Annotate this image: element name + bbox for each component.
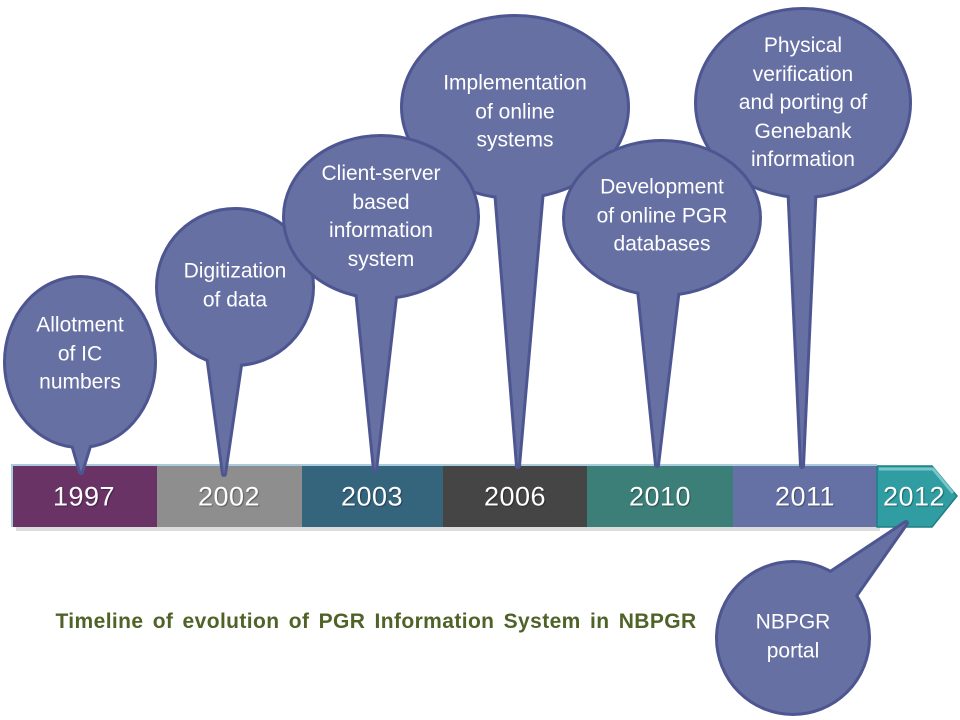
segment-2010 (587, 465, 733, 527)
bar-top-edge (11, 464, 877, 527)
bubble-2003 (282, 134, 480, 473)
bubble-1997 (3, 275, 157, 475)
bubble-2011 (694, 7, 912, 469)
bubble-2006 (400, 14, 630, 469)
bubble-2002 (155, 207, 315, 477)
segment-2006 (443, 465, 587, 527)
bubble-2010 (562, 139, 762, 468)
segment-2012-arrow (876, 465, 958, 528)
timeline-bar (11, 464, 958, 528)
segment-2003 (302, 465, 443, 527)
segment-2011 (733, 465, 877, 527)
segment-1997 (12, 465, 157, 527)
segment-2002 (157, 465, 302, 527)
bubble-2012 (715, 520, 909, 716)
bar-shadow (16, 527, 880, 531)
segment-2012-bevel (879, 467, 955, 494)
